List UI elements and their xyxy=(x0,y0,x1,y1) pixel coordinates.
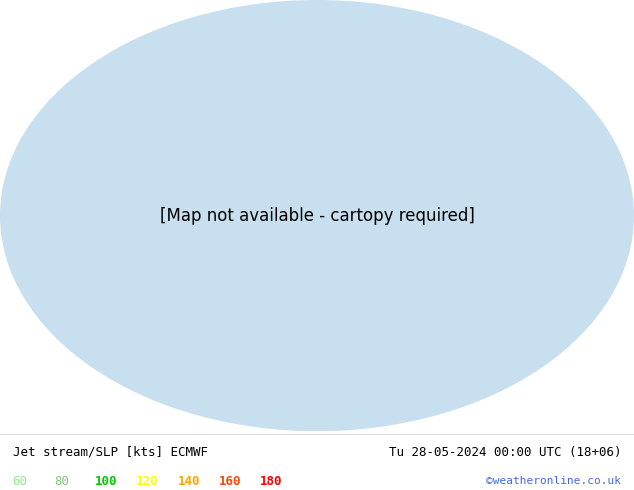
Text: 60: 60 xyxy=(13,475,28,488)
Text: 160: 160 xyxy=(219,475,241,488)
Text: 140: 140 xyxy=(178,475,200,488)
Text: Tu 28-05-2024 00:00 UTC (18+06): Tu 28-05-2024 00:00 UTC (18+06) xyxy=(389,446,621,459)
Text: Jet stream/SLP [kts] ECMWF: Jet stream/SLP [kts] ECMWF xyxy=(13,446,208,459)
Text: 100: 100 xyxy=(95,475,117,488)
Text: 120: 120 xyxy=(136,475,158,488)
Text: ©weatheronline.co.uk: ©weatheronline.co.uk xyxy=(486,476,621,486)
Ellipse shape xyxy=(0,0,634,431)
Text: 80: 80 xyxy=(54,475,69,488)
Text: [Map not available - cartopy required]: [Map not available - cartopy required] xyxy=(160,207,474,224)
Text: 180: 180 xyxy=(260,475,282,488)
